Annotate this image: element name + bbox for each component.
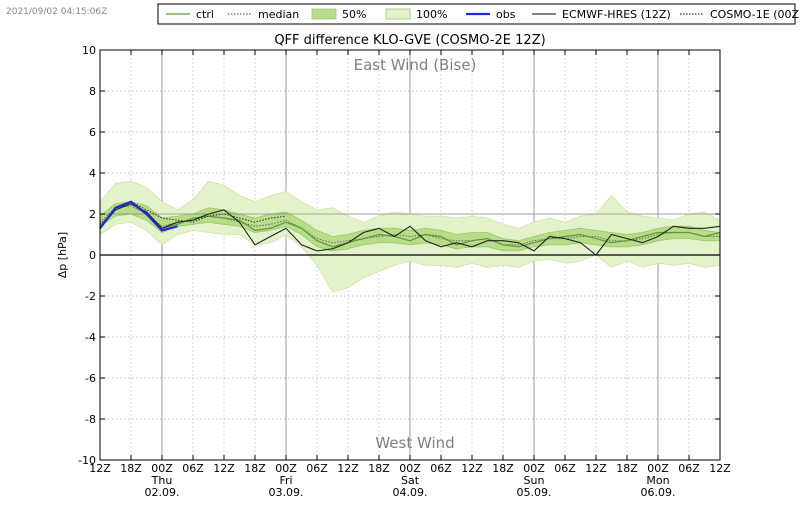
x-tick-label: 18Z <box>244 462 266 475</box>
x-tick-label: 18Z <box>120 462 142 475</box>
day-name-label: Thu <box>151 474 173 487</box>
east-wind-label: East Wind (Bise) <box>354 56 477 74</box>
y-tick-label: -6 <box>85 372 96 385</box>
x-tick-label: 12Z <box>337 462 359 475</box>
reference-lines <box>100 213 720 256</box>
chart-title: QFF difference KLO-GVE (COSMO-2E 12Z) <box>274 33 545 48</box>
x-tick-label: 00Z <box>151 462 173 475</box>
day-date-label: 05.09. <box>517 486 552 499</box>
x-tick-label: 06Z <box>182 462 204 475</box>
legend-entry-label: 50% <box>342 8 366 21</box>
legend-entry-label: ctrl <box>196 8 214 21</box>
day-date-label: 03.09. <box>269 486 304 499</box>
legend-entry-label: COSMO-1E (00Z) <box>710 8 800 21</box>
series-obs <box>99 200 178 232</box>
x-tick-label: 00Z <box>275 462 297 475</box>
timestamp: 2021/09/02 04:15:06Z <box>6 7 107 17</box>
x-tick-label: 18Z <box>368 462 390 475</box>
x-tick-label: 12Z <box>585 462 607 475</box>
day-name-label: Sun <box>524 474 545 487</box>
x-tick-label: 06Z <box>430 462 452 475</box>
y-axis-label: Δp [hPa] <box>56 232 69 278</box>
y-tick-label: 2 <box>89 208 96 221</box>
legend-entry-label: ECMWF-HRES (12Z) <box>562 8 671 21</box>
y-tick-label: 6 <box>89 126 96 139</box>
series-ecmwf-hres <box>99 203 721 256</box>
day-name-label: Sat <box>401 474 420 487</box>
legend: ctrl median 50% 100% obs ECMWF-HRES (12Z) COSM… <box>157 3 800 25</box>
y-tick-label: 4 <box>89 167 96 180</box>
day-name-label: Fri <box>279 474 292 487</box>
y-tick-label: 10 <box>82 44 96 57</box>
x-tick-label: 12Z <box>213 462 235 475</box>
y-axis: -10 -8 -6 -4 -2 0 2 4 6 8 10 <box>78 44 720 467</box>
legend-swatch <box>385 8 411 20</box>
x-tick-label: 12Z <box>89 462 111 475</box>
y-tick-label: -8 <box>85 413 96 426</box>
day-name-label: Mon <box>646 474 669 487</box>
series-cosmo-1e <box>99 201 287 225</box>
x-tick-label: 00Z <box>523 462 545 475</box>
series-ctrl <box>99 203 721 248</box>
legend-entry-label: median <box>258 8 299 21</box>
west-wind-label: West Wind <box>375 434 454 452</box>
x-axis: 12Z 18Z 00Z 06Z 12Z 18Z 00Z 06Z 12Z 18Z 00Z 06Z 12Z 1… <box>89 50 731 499</box>
y-tick-label: -2 <box>85 290 96 303</box>
y-tick-label: 0 <box>89 249 96 262</box>
x-tick-label: 12Z <box>461 462 483 475</box>
x-tick-label: 00Z <box>399 462 421 475</box>
y-tick-label: 8 <box>89 85 96 98</box>
x-tick-label: 06Z <box>306 462 328 475</box>
legend-entry-label: obs <box>496 8 516 21</box>
x-tick-label: 06Z <box>678 462 700 475</box>
legend-swatch <box>311 8 337 20</box>
series-median <box>99 205 720 246</box>
y-tick-label: -10 <box>78 454 96 467</box>
x-tick-label: 18Z <box>492 462 514 475</box>
day-date-label: 02.09. <box>145 486 180 499</box>
y-tick-label: -4 <box>85 331 96 344</box>
legend-entry-label: 100% <box>416 8 447 21</box>
series-lines <box>99 200 721 256</box>
x-tick-label: 06Z <box>554 462 576 475</box>
day-date-label: 04.09. <box>393 486 428 499</box>
x-tick-label: 00Z <box>647 462 669 475</box>
x-tick-label: 12Z <box>709 462 731 475</box>
x-tick-label: 18Z <box>616 462 638 475</box>
day-date-label: 06.09. <box>641 486 676 499</box>
